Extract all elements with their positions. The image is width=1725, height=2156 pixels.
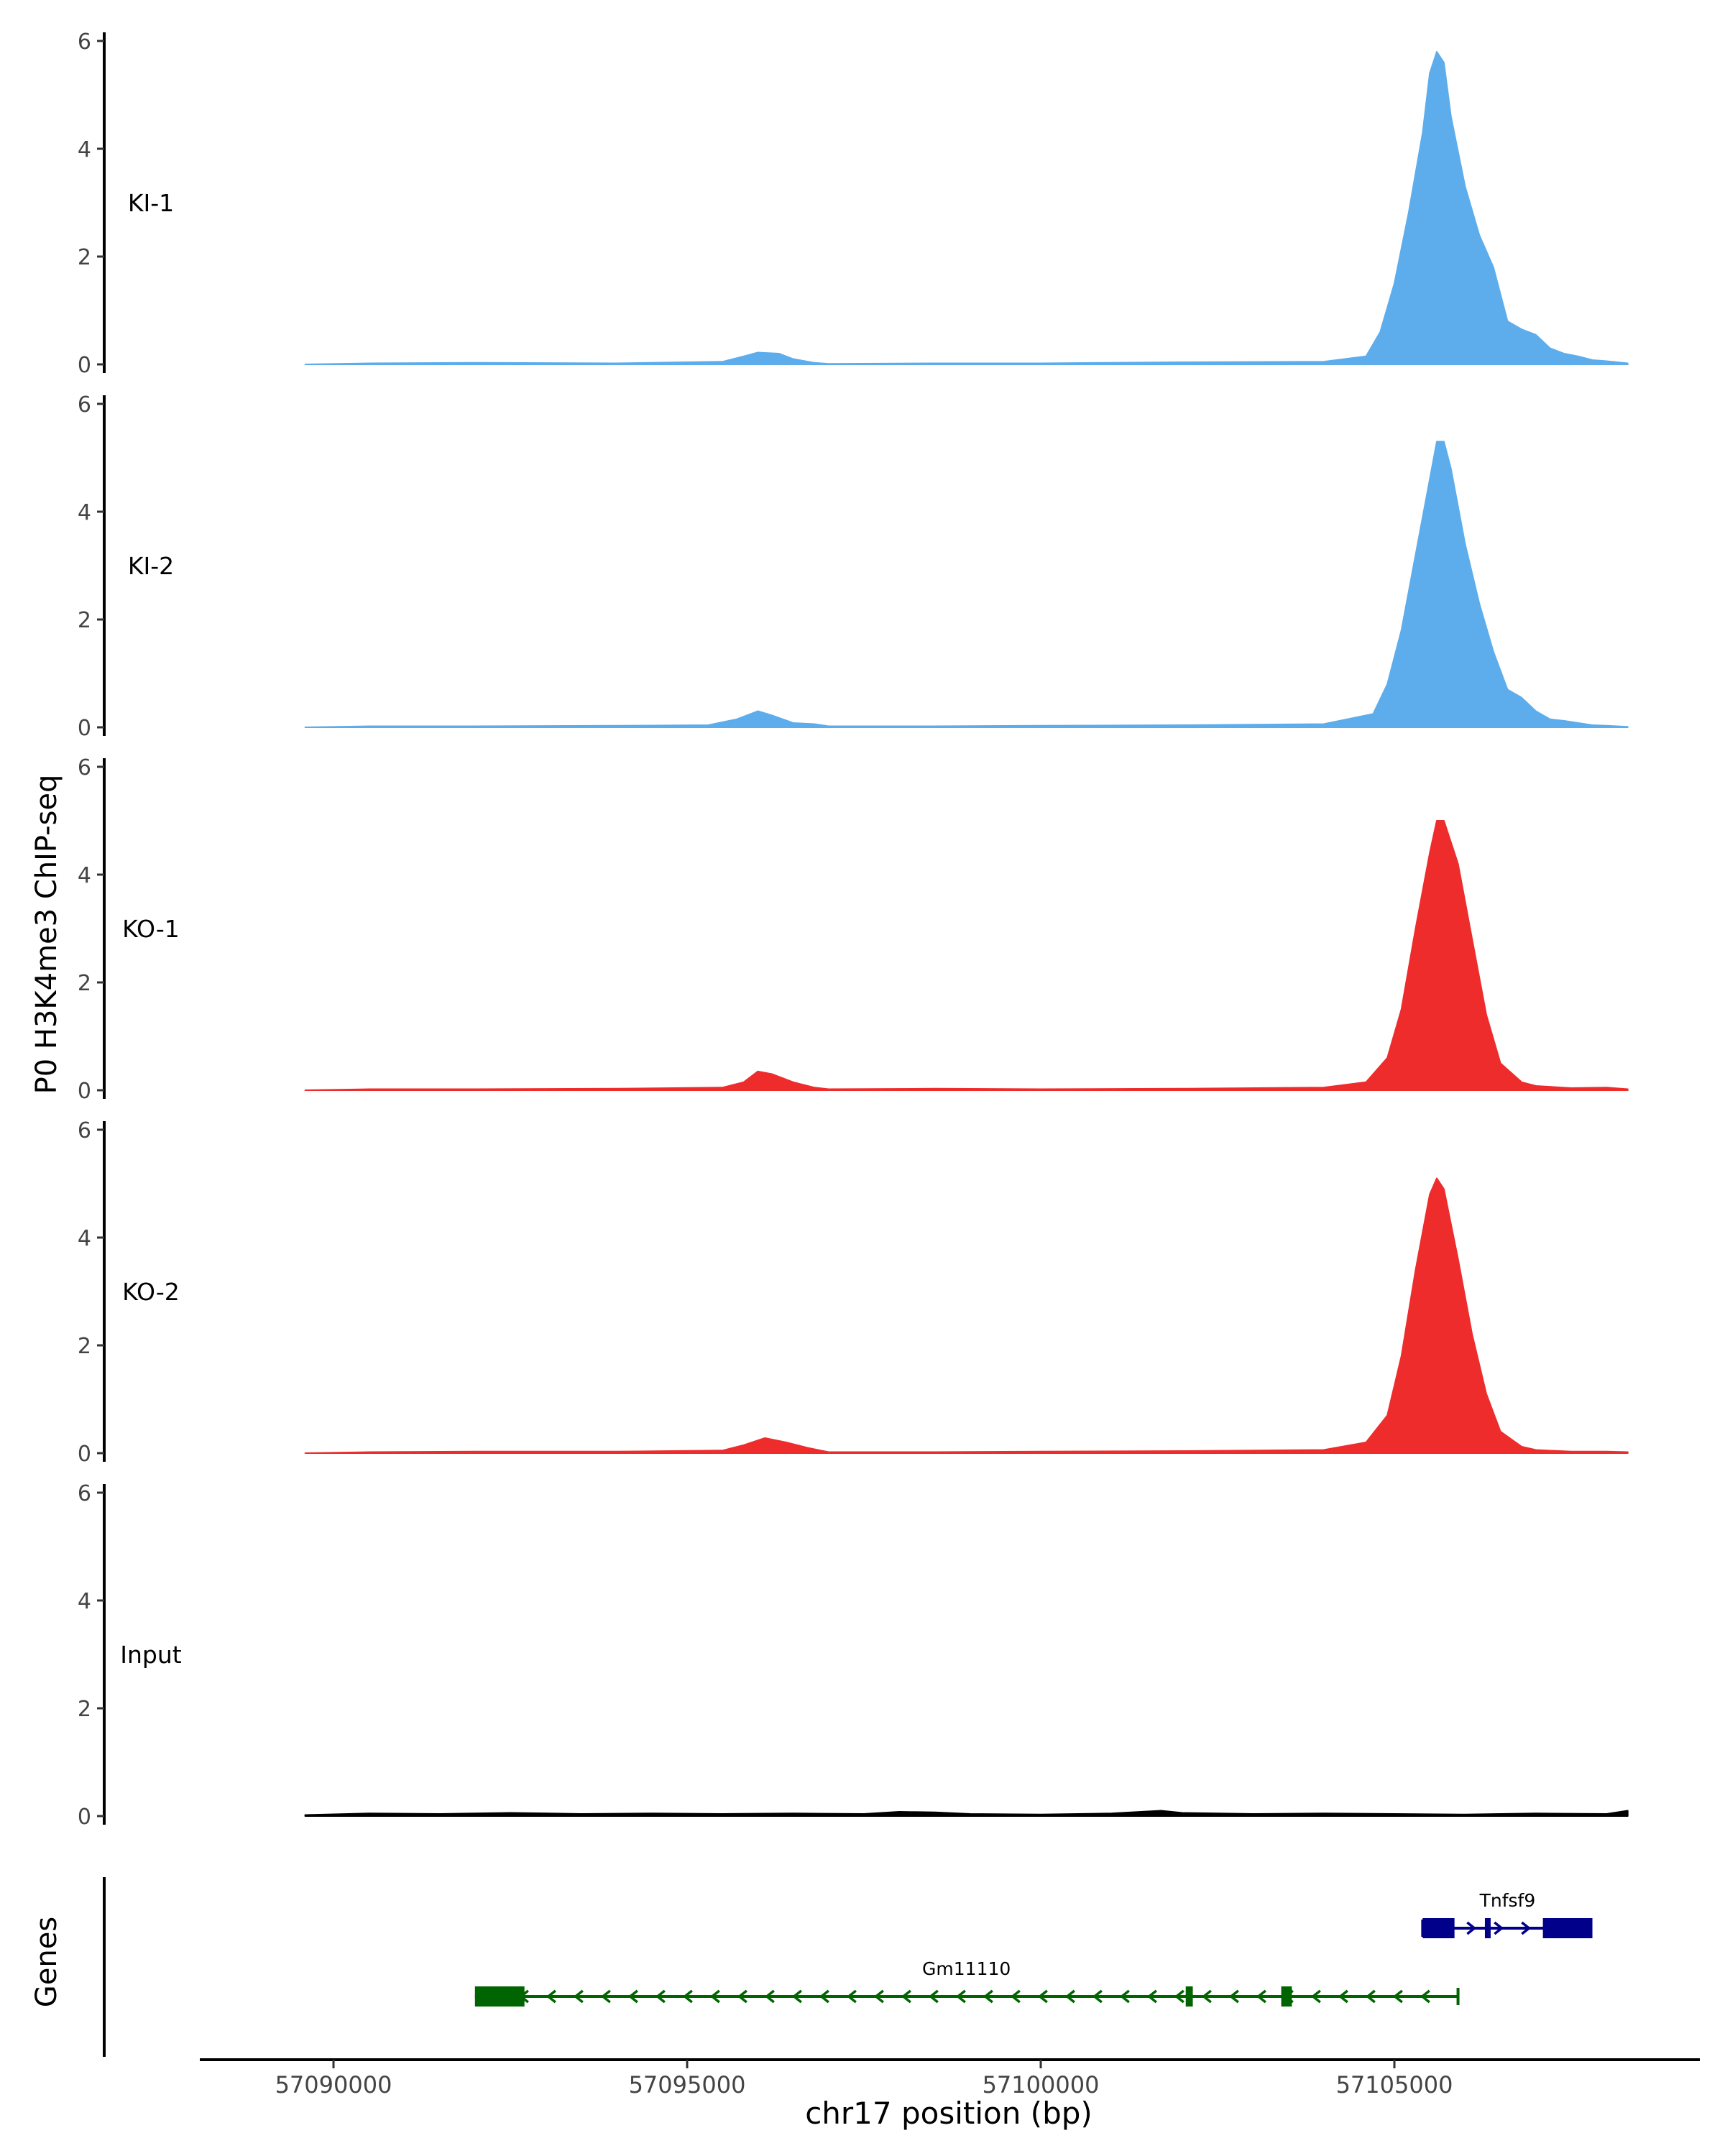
strand-arrow — [1310, 1989, 1321, 2004]
tracks-layer: 0 2 4 6 KI-1 0 2 4 6 KI-2 0 2 4 6 KO-1 0 2 4 6 KO-2 0 2 4 6 Inpu… — [78, 29, 1629, 1830]
strand-arrow — [1365, 1989, 1376, 2004]
y-tick-label: 0 — [78, 1442, 91, 1467]
y-tick-label: 4 — [78, 1589, 91, 1614]
gene-gm11110: Gm11110 — [474, 1958, 1460, 2007]
y-tick-label: 6 — [78, 1481, 91, 1506]
strand-arrow — [600, 1989, 611, 2004]
track-label: KI-2 — [128, 552, 174, 580]
y-tick-label: 2 — [78, 1334, 91, 1359]
strand-arrow — [546, 1989, 556, 2004]
genes-axis-label: Genes — [30, 1917, 63, 2007]
y-tick-label: 0 — [78, 716, 91, 741]
track-ki-1: 0 2 4 6 KI-1 — [78, 29, 1629, 378]
signal-area — [304, 1177, 1629, 1454]
strand-arrow — [1119, 1989, 1130, 2004]
gene-exon — [1484, 1918, 1491, 1938]
y-tick-label: 4 — [78, 1226, 91, 1251]
strand-arrow — [1494, 1921, 1504, 1935]
strand-arrow — [791, 1989, 802, 2004]
strand-arrow — [1146, 1989, 1157, 2004]
y-tick-label: 6 — [78, 392, 91, 418]
strand-arrow — [737, 1989, 748, 2004]
track-ko-2: 0 2 4 6 KO-2 — [78, 1118, 1629, 1467]
track-label: KO-2 — [122, 1278, 180, 1306]
strand-arrow — [1037, 1989, 1048, 2004]
strand-arrow — [1201, 1989, 1212, 2004]
strand-arrow — [1392, 1989, 1403, 2004]
strand-arrow — [1420, 1989, 1430, 2004]
signal-area — [304, 51, 1629, 365]
track-ki-2: 0 2 4 6 KI-2 — [78, 392, 1629, 741]
strand-arrow — [1466, 1921, 1477, 1935]
y-tick-label: 6 — [78, 1118, 91, 1143]
strand-arrow — [573, 1989, 584, 2004]
strand-arrow — [627, 1989, 638, 2004]
strand-arrow — [955, 1989, 966, 2004]
y-tick-label: 2 — [78, 245, 91, 270]
strand-arrow — [1010, 1989, 1021, 2004]
strand-arrow — [1228, 1989, 1239, 2004]
strand-arrow — [819, 1989, 829, 2004]
x-tick-label: 57095000 — [629, 2071, 746, 2099]
gene-exon — [1281, 1986, 1292, 2007]
strand-arrow — [682, 1989, 693, 2004]
y-tick-label: 2 — [78, 1697, 91, 1722]
x-tick-label: 57105000 — [1336, 2071, 1453, 2099]
strand-arrow — [1521, 1921, 1532, 1935]
signal-area — [304, 1810, 1629, 1817]
y-tick-label: 0 — [78, 1805, 91, 1830]
strand-arrow — [983, 1989, 993, 2004]
strand-arrow — [1174, 1989, 1184, 2004]
y-tick-label: 0 — [78, 353, 91, 378]
track-input: 0 2 4 6 Input — [78, 1481, 1629, 1830]
signal-area — [304, 820, 1629, 1091]
track-label: KI-1 — [128, 189, 174, 217]
x-axis-label: chr17 position (bp) — [805, 2096, 1092, 2131]
x-axis: 57090000 57095000 57100000 57105000 — [200, 2058, 1700, 2099]
y-tick-label: 2 — [78, 608, 91, 633]
y-tick-label: 0 — [78, 1079, 91, 1104]
gene-tnfsf9: Tnfsf9 — [1421, 1890, 1593, 1938]
strand-arrow — [1338, 1989, 1348, 2004]
strand-arrow — [928, 1989, 939, 2004]
strand-arrow — [655, 1989, 666, 2004]
strand-arrow — [846, 1989, 857, 2004]
strand-arrow — [764, 1989, 775, 2004]
strand-arrow — [901, 1989, 911, 2004]
gene-exon — [1422, 1918, 1455, 1938]
x-tick-label: 57090000 — [275, 2071, 392, 2099]
gene-exon — [1185, 1986, 1193, 2007]
y-tick-label: 6 — [78, 755, 91, 780]
y-tick-label: 4 — [78, 500, 91, 525]
genes-layer: Gm11110 Tnfsf9 — [103, 1877, 1593, 2057]
gene-label: Gm11110 — [922, 1958, 1011, 1979]
strand-arrow — [709, 1989, 720, 2004]
gene-label: Tnfsf9 — [1479, 1890, 1536, 1911]
y-tick-label: 6 — [78, 29, 91, 55]
strand-arrow — [873, 1989, 884, 2004]
y-tick-label: 4 — [78, 137, 91, 162]
x-tick-label: 57100000 — [983, 2071, 1100, 2099]
y-tick-label: 2 — [78, 971, 91, 996]
strand-arrow — [1256, 1989, 1266, 2004]
gene-exon — [1542, 1918, 1593, 1938]
strand-arrow — [1064, 1989, 1075, 2004]
y-axis-label: P0 H3K4me3 ChIP-seq — [30, 775, 63, 1095]
gene-exon — [474, 1986, 525, 2007]
track-ko-1: 0 2 4 6 KO-1 — [78, 755, 1629, 1104]
track-label: KO-1 — [122, 915, 180, 943]
signal-area — [304, 441, 1629, 728]
track-label: Input — [120, 1641, 182, 1669]
strand-arrow — [1092, 1989, 1103, 2004]
y-tick-label: 4 — [78, 863, 91, 888]
